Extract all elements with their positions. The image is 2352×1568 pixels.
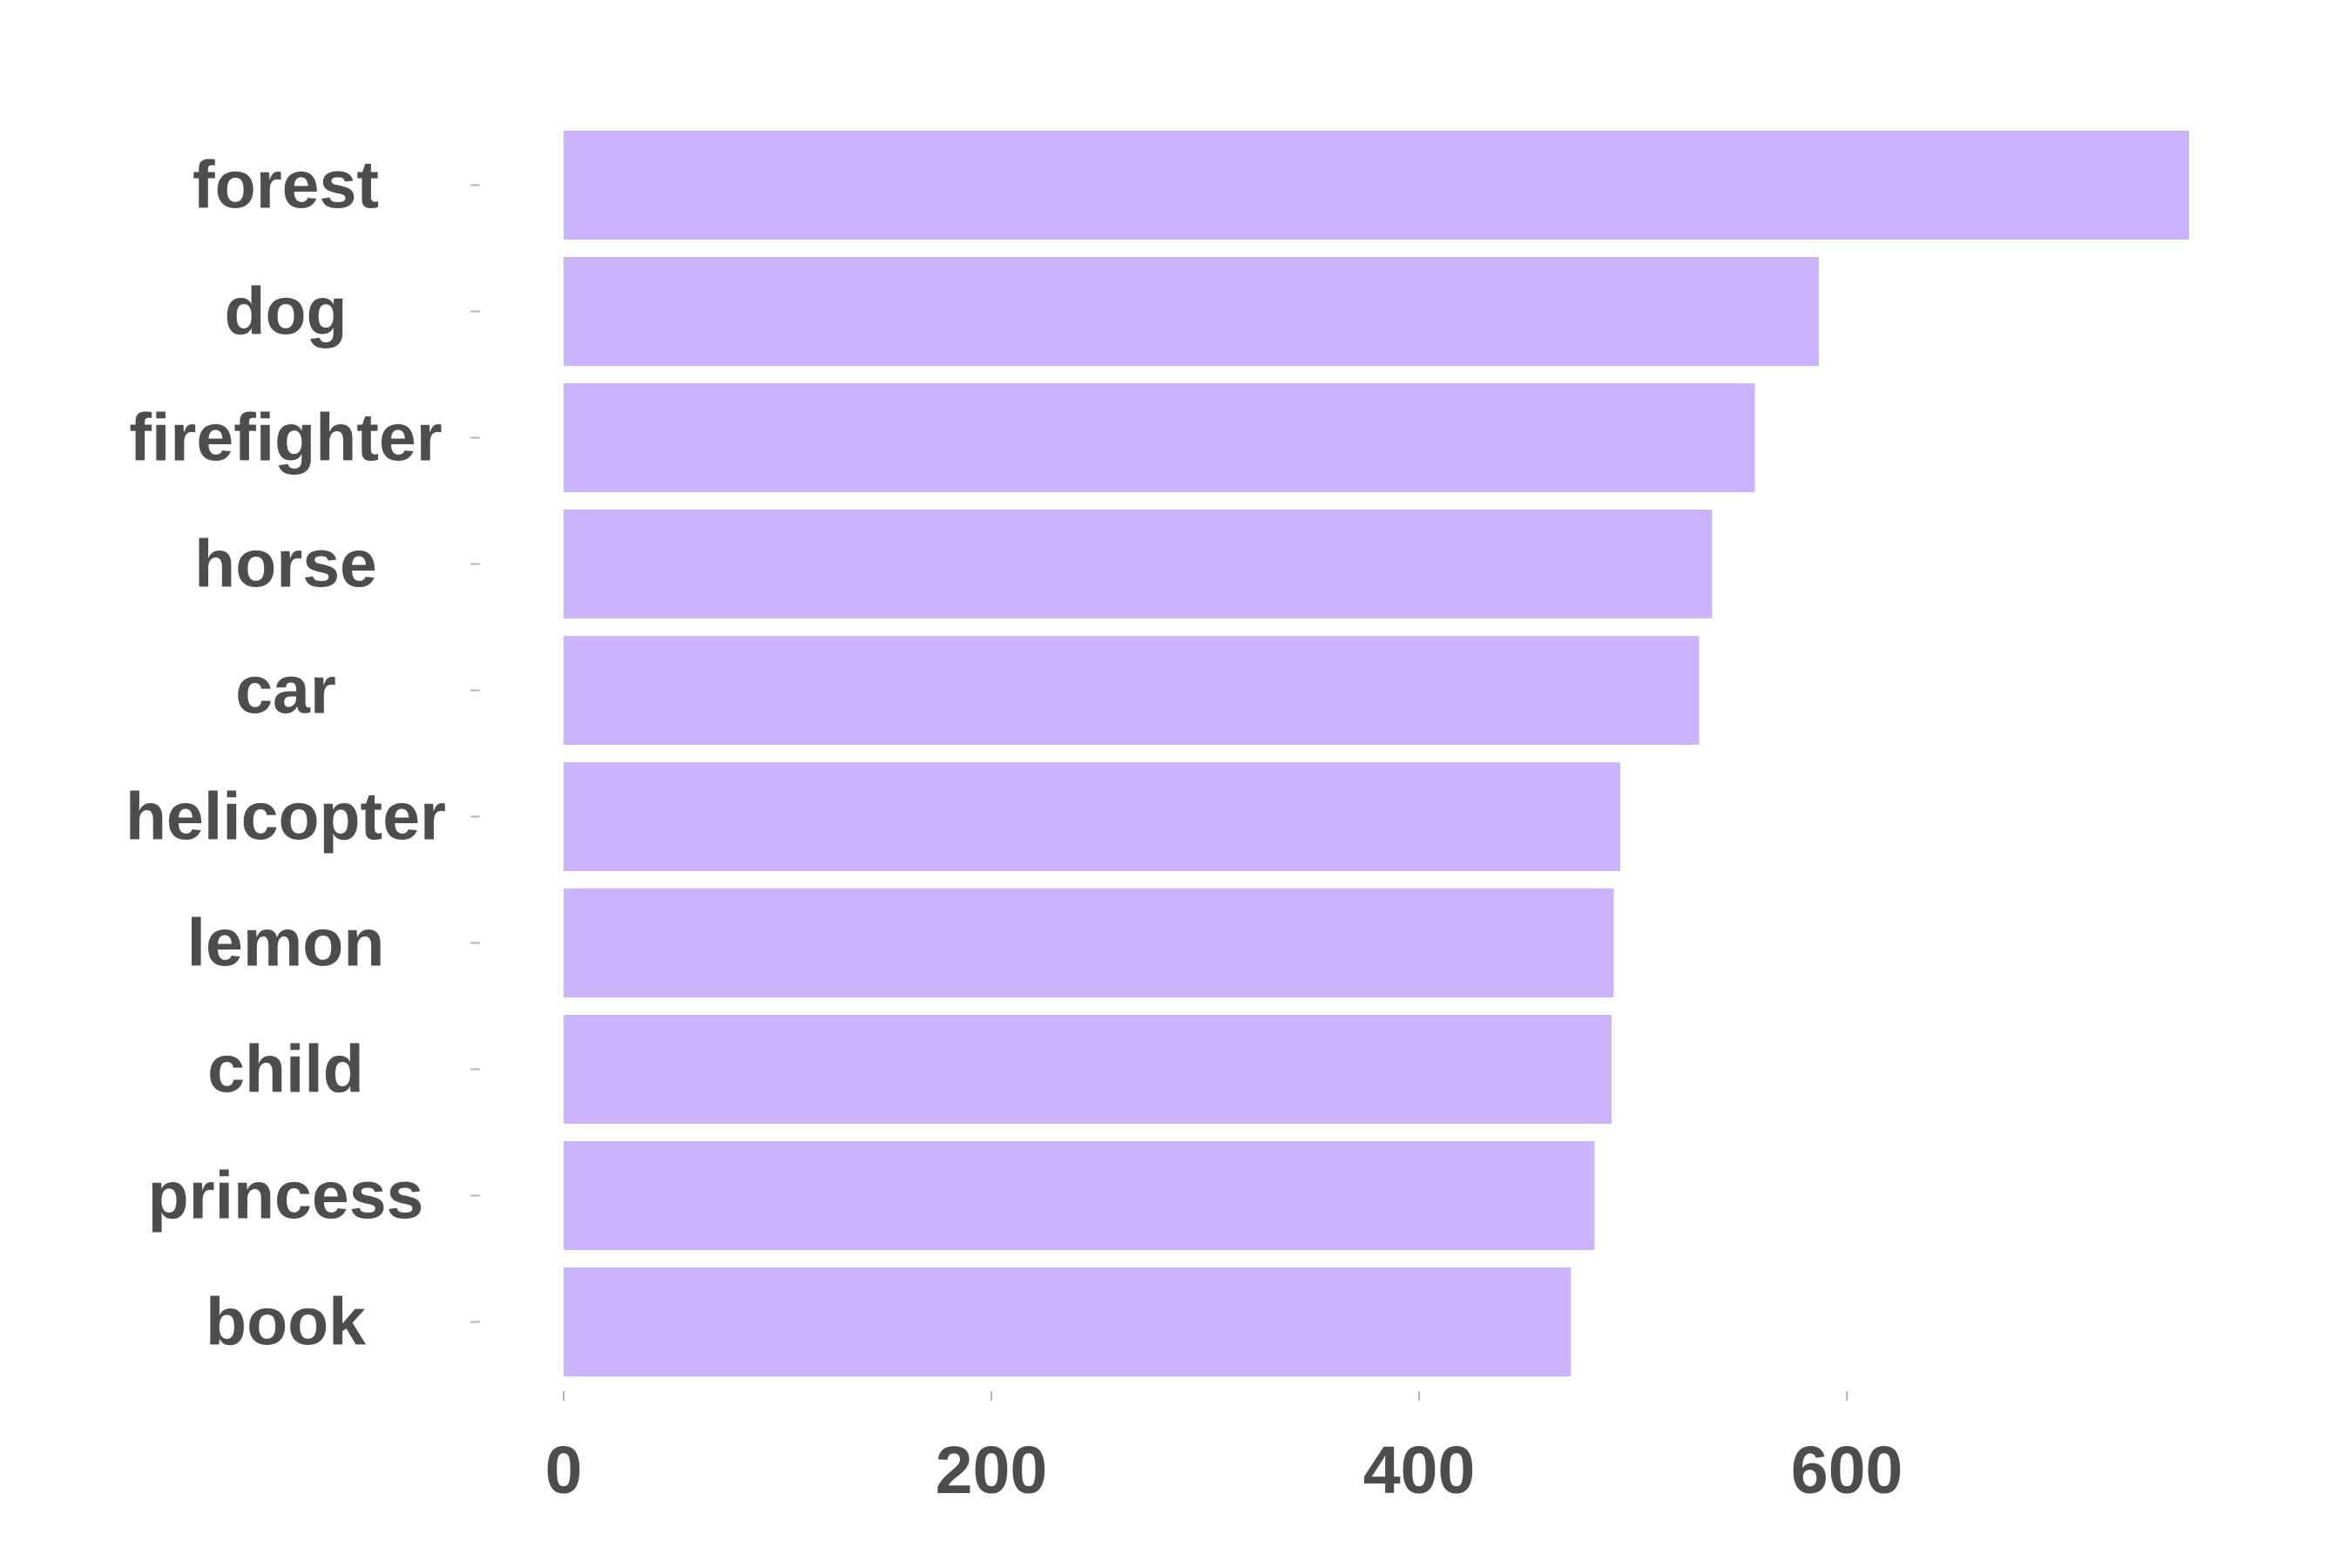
bar-lemon	[564, 889, 1614, 997]
category-label-helicopter: helicopter	[125, 780, 446, 855]
category-label-dog: dog	[224, 274, 347, 349]
x-tick-label: 400	[1363, 1433, 1475, 1508]
category-label-forest: forest	[193, 148, 379, 223]
bar-helicopter	[564, 762, 1620, 871]
x-tick-label: 600	[1791, 1433, 1903, 1508]
category-label-child: child	[207, 1032, 364, 1107]
bar-car	[564, 636, 1700, 745]
bar-firefighter	[564, 383, 1755, 492]
category-label-lemon: lemon	[187, 906, 385, 981]
bar-dog	[564, 257, 1820, 366]
category-label-car: car	[235, 653, 336, 728]
x-axis: 0 200 400 600	[545, 1391, 1903, 1508]
bar-child	[564, 1015, 1612, 1124]
x-tick-label: 200	[936, 1433, 1047, 1508]
bar-book	[564, 1267, 1571, 1376]
bar-horse	[564, 510, 1713, 618]
y-axis: forest dog firefighter horse car helicopter le…	[125, 148, 480, 1360]
category-label-firefighter: firefighter	[129, 401, 442, 476]
category-label-horse: horse	[194, 527, 377, 602]
category-label-book: book	[206, 1285, 366, 1360]
category-label-princess: princess	[148, 1159, 424, 1233]
bar-princess	[564, 1141, 1595, 1250]
bars-layer	[564, 131, 2189, 1376]
x-tick-label: 0	[545, 1433, 583, 1508]
bar-forest	[564, 131, 2189, 240]
